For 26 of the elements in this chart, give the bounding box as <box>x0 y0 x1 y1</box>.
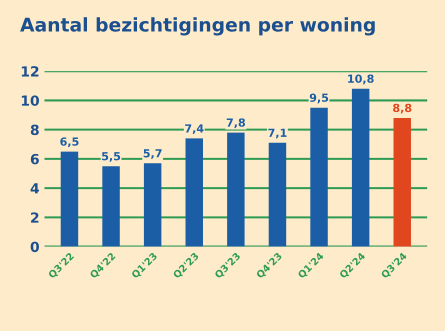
bar <box>144 163 162 247</box>
y-tick-label: 4 <box>30 183 39 194</box>
data-label: 5,7 <box>144 149 162 159</box>
bar <box>352 88 370 247</box>
bar <box>102 166 120 247</box>
y-tick-label: 0 <box>30 242 39 252</box>
y-tick-label: 6 <box>30 154 39 164</box>
chart-title: Aantal bezichtigingen per woning <box>20 17 375 36</box>
y-tick-label: 10 <box>22 95 39 106</box>
y-tick-label: 2 <box>31 212 38 223</box>
y-tick-label: 8 <box>30 124 39 136</box>
data-label: 7,1 <box>268 128 287 138</box>
bar <box>60 152 78 247</box>
data-label: 7,4 <box>185 124 204 134</box>
bar <box>394 118 411 247</box>
data-label: 5,5 <box>102 152 120 162</box>
data-label: 6,5 <box>60 137 79 148</box>
data-label: 8,8 <box>393 104 412 114</box>
data-label: 9,5 <box>310 94 328 104</box>
bar <box>310 108 328 247</box>
bar <box>186 138 203 247</box>
y-tick-label: 12 <box>22 66 38 76</box>
bar <box>268 142 286 247</box>
data-label: 7,8 <box>226 118 246 128</box>
bar <box>227 132 245 247</box>
data-label: 10,8 <box>348 74 374 84</box>
